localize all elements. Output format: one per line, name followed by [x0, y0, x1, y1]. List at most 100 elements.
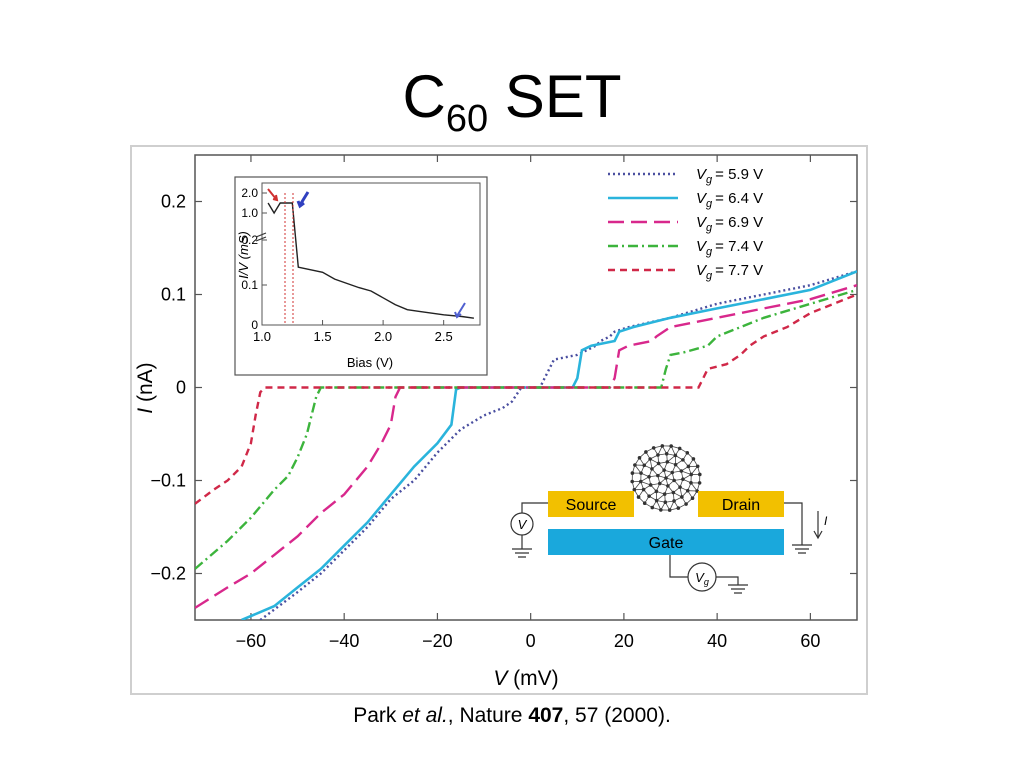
title-main: C: [402, 63, 446, 130]
c60-atom: [689, 472, 694, 477]
y-tick-label: 0.1: [161, 285, 186, 305]
inset-arrow-red: [267, 188, 279, 202]
x-axis-var: V: [493, 667, 509, 690]
c60-atom: [673, 462, 678, 467]
c60-atom: [666, 484, 670, 488]
legend-sub: g: [706, 198, 713, 210]
c60-atom: [685, 488, 690, 493]
gate-ground-icon: [716, 576, 748, 594]
c60-atom: [638, 479, 643, 484]
c60-atom: [650, 467, 654, 471]
inset-x-tick-label: 1.5: [314, 329, 332, 344]
c60-atom: [636, 495, 641, 499]
legend-label-1: Vg = 6.4 V: [696, 190, 763, 210]
c60-atom: [632, 487, 637, 492]
x-tick-label: 40: [707, 631, 727, 651]
c60-atom: [656, 453, 660, 457]
current-arrow-icon: [813, 511, 823, 540]
citation-journal: , Nature: [447, 704, 523, 727]
c60-atom: [644, 450, 648, 454]
c60-atom: [642, 501, 647, 505]
c60-atom: [672, 499, 676, 503]
legend-var: V: [696, 214, 708, 231]
drain-wire: [784, 502, 803, 545]
title-subscript: 60: [445, 98, 489, 140]
inset-plot-area: [261, 182, 481, 326]
c60-atom: [672, 478, 676, 483]
source-label: Source: [566, 497, 617, 514]
citation-rest: , 57 (2000).: [563, 704, 671, 727]
inset-ticks: 1.0 1.5 2.0 2.5 2.0 1.0 0.2 0.1 0: [241, 186, 452, 344]
c60-atom: [639, 471, 643, 475]
c60-atom: [633, 463, 637, 467]
c60-atom: [679, 469, 684, 473]
c60-atom: [657, 481, 662, 486]
c60-atom: [642, 463, 647, 468]
main-series-group: [195, 270, 857, 620]
legend: Vg = 5.9 VVg = 6.4 VVg = 6.9 VVg = 7.4 VVg = …: [608, 166, 763, 282]
legend-var: V: [696, 190, 708, 207]
gate-source-symbol: Vg: [695, 570, 709, 587]
c60-atom: [659, 508, 663, 512]
series-line-0: [259, 270, 857, 620]
c60-atom: [654, 489, 659, 494]
c60-atom: [650, 505, 655, 510]
bias-meter-symbol: V: [518, 517, 528, 532]
c60-atom: [641, 487, 646, 492]
c60-atom: [630, 479, 635, 484]
x-axis-unit: (mV): [513, 667, 559, 690]
legend-sub: g: [706, 174, 713, 186]
series-line-4: [195, 293, 857, 505]
c60-atom: [690, 496, 695, 501]
c60-atom: [660, 444, 665, 448]
inset-y-tick-label: 0: [251, 318, 258, 332]
c60-atom: [671, 490, 676, 495]
legend-label-2: Vg = 6.9 V: [696, 214, 763, 234]
x-tick-label: 20: [614, 631, 634, 651]
inset-y-tick-label: 0.1: [241, 278, 258, 292]
c60-atom: [697, 481, 702, 485]
drain-ground-icon: [792, 544, 812, 554]
c60-atom: [684, 502, 688, 506]
x-tick-label: 0: [526, 631, 536, 651]
citation-volume: 407: [528, 704, 564, 727]
c60-atom: [673, 453, 678, 458]
inset-axis-break: [255, 232, 267, 242]
c60-atom: [669, 444, 673, 448]
c60-atom: [664, 451, 669, 456]
title-rest: SET: [504, 63, 622, 130]
source-wire: [521, 502, 548, 513]
legend-value: = 7.7 V: [715, 262, 763, 279]
c60-atom: [656, 461, 661, 466]
gate-source-var: V: [695, 570, 705, 585]
inset-arrow-blue-top: [296, 191, 310, 209]
inset-x-tick-label: 2.5: [435, 329, 453, 344]
legend-var: V: [696, 166, 708, 183]
legend-value: = 5.9 V: [715, 166, 763, 183]
inset-x-axis-label: Bias (V): [347, 355, 393, 370]
y-axis-var: I: [134, 408, 157, 414]
legend-value: = 6.4 V: [715, 190, 763, 207]
inset-frame: [234, 176, 488, 376]
device-schematic: Source Drain Gate V I Vg: [510, 444, 828, 594]
c60-atom: [680, 495, 684, 499]
c60-atom: [648, 457, 652, 461]
c60-atom: [656, 473, 660, 478]
c60-atom: [695, 464, 700, 469]
c60-atom: [665, 460, 670, 464]
c60-atom: [689, 481, 693, 485]
y-axis-label: I (nA): [134, 362, 157, 413]
gate-wire: [669, 555, 688, 578]
inset-y-tick-label: 1.0: [241, 206, 258, 220]
c60-atom: [647, 494, 651, 498]
c60-atom: [678, 485, 682, 489]
c60-atom: [630, 471, 635, 475]
x-tick-label: 60: [800, 631, 820, 651]
gate-electrode: [548, 529, 784, 555]
y-tick-label: 0.2: [161, 192, 186, 212]
c60-atom: [670, 470, 675, 475]
current-label: I: [824, 514, 828, 528]
inset-arrow-blue-bottom: [454, 302, 466, 319]
legend-sub: g: [706, 246, 713, 258]
slide-title: C60 SET: [0, 62, 1024, 154]
